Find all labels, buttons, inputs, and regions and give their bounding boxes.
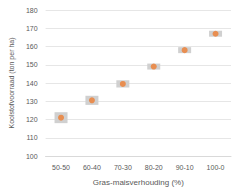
- svg-text:160: 160: [26, 43, 38, 50]
- svg-text:60-40: 60-40: [83, 164, 101, 171]
- svg-text:140: 140: [26, 80, 38, 87]
- svg-text:150: 150: [26, 61, 38, 68]
- svg-text:Gras-maisverhouding (%): Gras-maisverhouding (%): [93, 178, 184, 187]
- svg-text:Koolstofvoorraad (ton per ha): Koolstofvoorraad (ton per ha): [8, 37, 16, 128]
- svg-text:70-30: 70-30: [114, 164, 132, 171]
- svg-text:170: 170: [26, 25, 38, 32]
- svg-text:130: 130: [26, 98, 38, 105]
- svg-text:50-50: 50-50: [52, 164, 70, 171]
- svg-text:180: 180: [26, 7, 38, 14]
- svg-text:100: 100: [26, 153, 38, 160]
- svg-text:120: 120: [26, 116, 38, 123]
- svg-text:110: 110: [26, 134, 37, 141]
- svg-text:80-20: 80-20: [145, 164, 163, 171]
- svg-text:90-10: 90-10: [176, 164, 194, 171]
- svg-text:100-0: 100-0: [207, 164, 225, 171]
